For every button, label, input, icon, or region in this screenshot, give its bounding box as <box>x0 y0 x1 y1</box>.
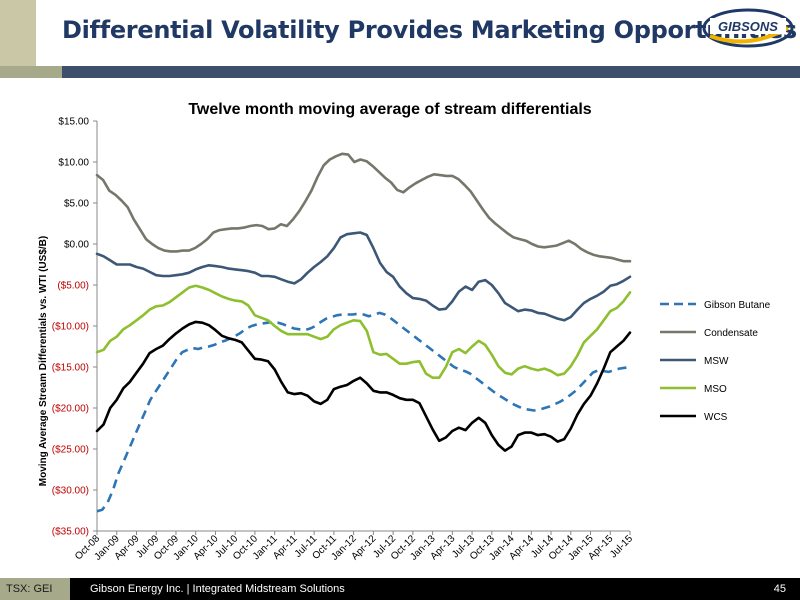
y-tick-label: ($20.00) <box>52 404 89 415</box>
chart-title: Twelve month moving average of stream di… <box>188 101 591 118</box>
y-tick-label: ($30.00) <box>52 486 89 497</box>
y-tick-label: $0.00 <box>64 240 89 251</box>
y-tick-label: ($25.00) <box>52 445 89 456</box>
series-line-mso <box>95 284 632 380</box>
chart-legend: Gibson Butane Condensate MSW MSO WCS <box>660 300 771 423</box>
y-axis-label: Moving Average Stream Differentials vs. … <box>38 236 49 486</box>
slide-header: Differential Volatility Provides Marketi… <box>0 0 800 66</box>
legend-label: Condensate <box>704 328 758 339</box>
series-line-wcs <box>95 320 632 452</box>
header-stripe-accent <box>0 66 62 78</box>
page-number: 45 <box>773 583 786 595</box>
series-line-condensate <box>95 152 632 263</box>
legend-label: WCS <box>704 412 728 423</box>
series-line-gibson-butane <box>96 311 631 513</box>
legend-label: MSW <box>704 356 729 367</box>
y-tick-label: $15.00 <box>58 117 89 128</box>
legend-label: MSO <box>704 384 727 395</box>
footer-ticker: TSX: GEI <box>0 578 70 600</box>
y-tick-label: $10.00 <box>58 158 89 169</box>
y-tick-label: ($35.00) <box>52 527 89 538</box>
logo-wordmark: GIBSONS <box>718 19 778 34</box>
footer-company: Gibson Energy Inc. | Integrated Midstrea… <box>90 583 345 595</box>
y-tick-label: ($15.00) <box>52 363 89 374</box>
chart-axes: $15.00 $10.00 $5.00 $0.00 ($5.00) ($10.00) ($1… <box>52 117 636 563</box>
y-tick-label: ($5.00) <box>57 281 89 292</box>
header-stripe <box>0 66 800 78</box>
header-accent-bar <box>0 0 36 66</box>
slide-footer: TSX: GEI Gibson Energy Inc. | Integrated… <box>0 578 800 600</box>
series-layer <box>95 152 632 513</box>
page-title: Differential Volatility Provides Marketi… <box>62 16 797 44</box>
x-tick-label: Jul-15 <box>608 533 635 560</box>
series-line-msw <box>95 231 632 322</box>
y-tick-label: ($10.00) <box>52 322 89 333</box>
legend-label: Gibson Butane <box>704 300 771 311</box>
differentials-chart: Twelve month moving average of stream di… <box>38 101 771 563</box>
y-tick-label: $5.00 <box>64 199 89 210</box>
gibsons-logo: GIBSONS <box>702 8 794 48</box>
